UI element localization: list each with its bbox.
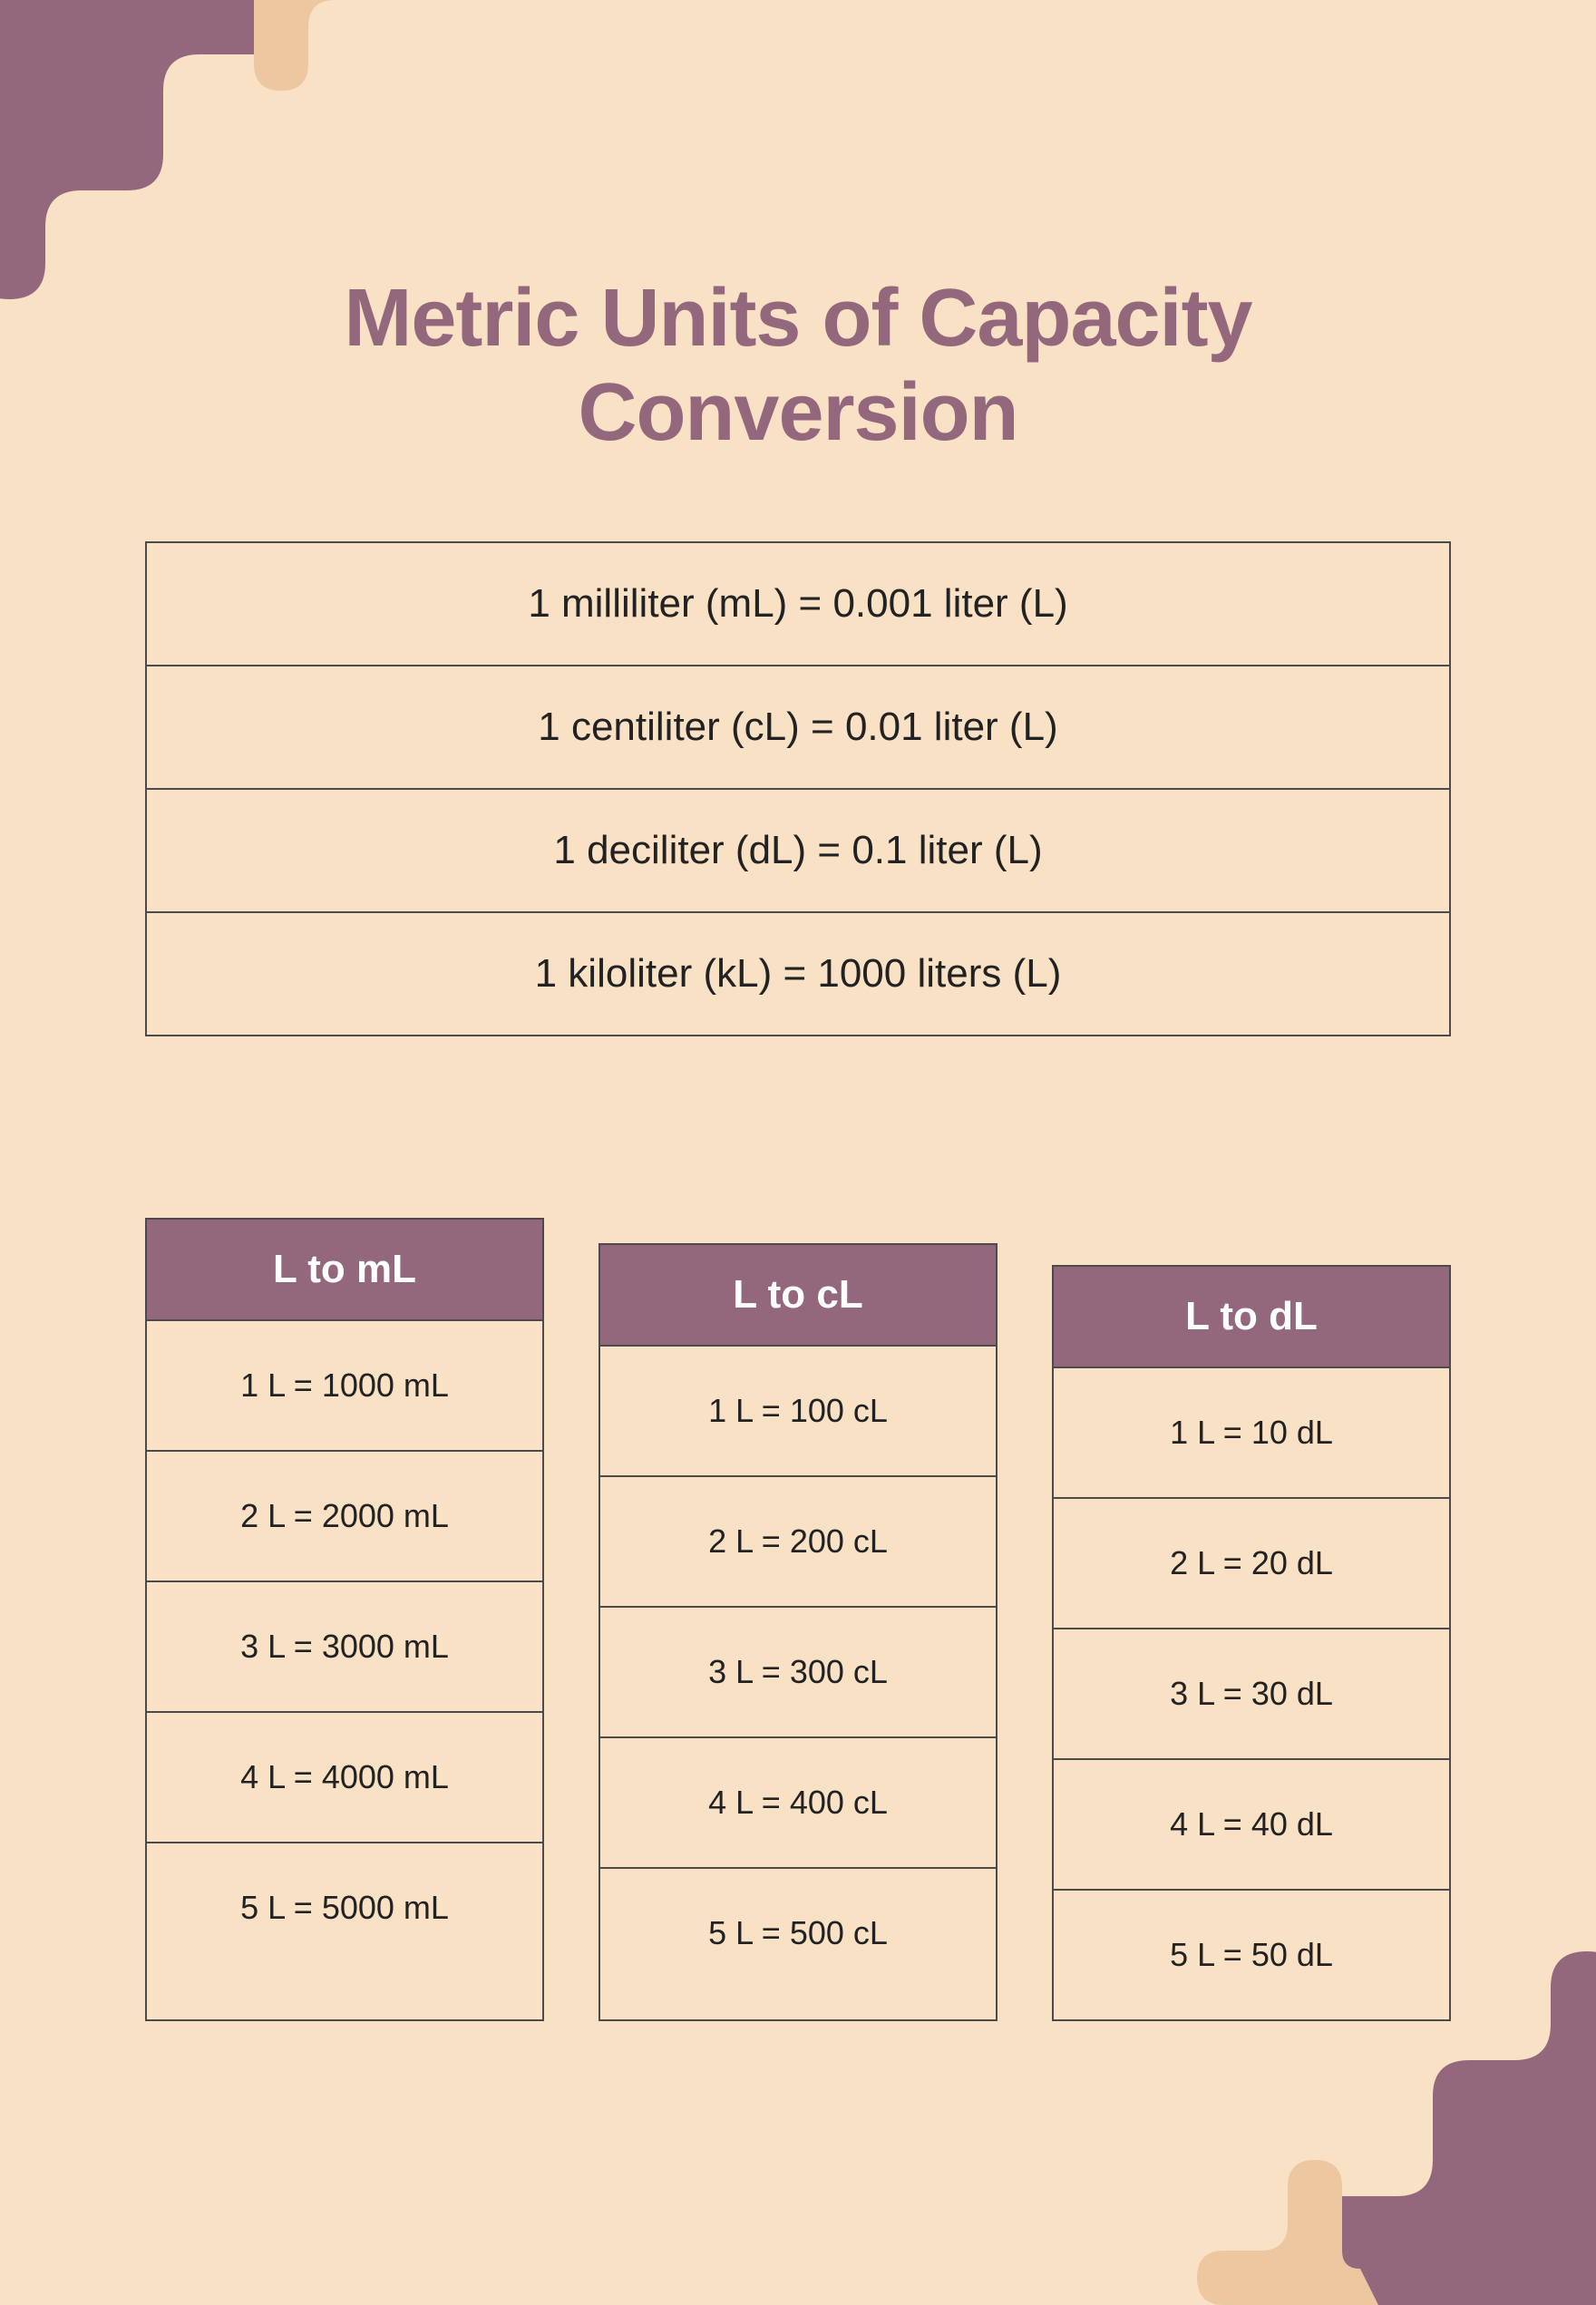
table-row: 5 L = 50 dL bbox=[1054, 1891, 1449, 2019]
table-row: 4 L = 40 dL bbox=[1054, 1760, 1449, 1891]
table-header: L to mL bbox=[147, 1220, 542, 1321]
definition-row: 1 milliliter (mL) = 0.001 liter (L) bbox=[147, 543, 1449, 666]
definition-row: 1 kiloliter (kL) = 1000 liters (L) bbox=[147, 913, 1449, 1035]
table-header: L to cL bbox=[600, 1245, 996, 1347]
table-row: 3 L = 3000 mL bbox=[147, 1582, 542, 1713]
table-row: 2 L = 200 cL bbox=[600, 1477, 996, 1608]
table-row: 5 L = 500 cL bbox=[600, 1869, 996, 1998]
table-row: 3 L = 300 cL bbox=[600, 1608, 996, 1738]
page-title: Metric Units of Capacity Conversion bbox=[136, 272, 1460, 460]
table-row: 1 L = 10 dL bbox=[1054, 1368, 1449, 1499]
table-row: 1 L = 1000 mL bbox=[147, 1321, 542, 1452]
table-row: 5 L = 5000 mL bbox=[147, 1843, 542, 1972]
table-row: 2 L = 20 dL bbox=[1054, 1499, 1449, 1629]
definition-row: 1 deciliter (dL) = 0.1 liter (L) bbox=[147, 790, 1449, 913]
table-row: 4 L = 4000 mL bbox=[147, 1713, 542, 1843]
table-row: 4 L = 400 cL bbox=[600, 1738, 996, 1869]
conversion-table-cl: L to cL 1 L = 100 cL 2 L = 200 cL 3 L = … bbox=[598, 1243, 998, 2021]
table-row: 1 L = 100 cL bbox=[600, 1347, 996, 1477]
conversion-table-ml: L to mL 1 L = 1000 mL 2 L = 2000 mL 3 L … bbox=[145, 1218, 544, 2021]
table-row: 2 L = 2000 mL bbox=[147, 1452, 542, 1582]
table-header: L to dL bbox=[1054, 1267, 1449, 1368]
definition-row: 1 centiliter (cL) = 0.01 liter (L) bbox=[147, 666, 1449, 790]
table-row: 3 L = 30 dL bbox=[1054, 1629, 1449, 1760]
conversion-table-dl: L to dL 1 L = 10 dL 2 L = 20 dL 3 L = 30… bbox=[1052, 1265, 1451, 2021]
definitions-table: 1 milliliter (mL) = 0.001 liter (L) 1 ce… bbox=[145, 541, 1451, 1036]
conversion-tables-row: L to mL 1 L = 1000 mL 2 L = 2000 mL 3 L … bbox=[136, 1218, 1460, 2021]
